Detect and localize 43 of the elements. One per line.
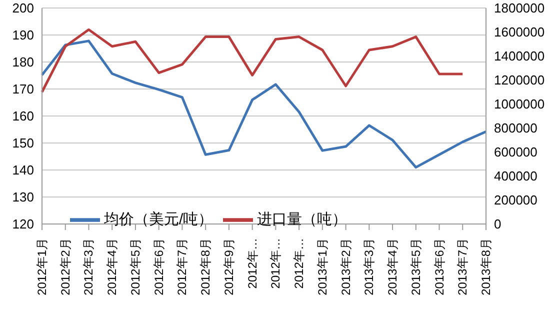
x-tick-label: 2012年3月 — [82, 238, 96, 296]
x-tick-label: 2012年2月 — [58, 238, 72, 296]
line-series — [40, 28, 464, 94]
y2-tick-label: 0 — [494, 216, 502, 232]
y-tick-label: 150 — [12, 136, 34, 151]
legend-label: 均价（美元/吨） — [104, 210, 214, 228]
x-tick-label: 2012年… — [245, 238, 260, 289]
y2-tick-label: 1800000 — [494, 0, 545, 16]
legend-label: 进口量（吨） — [257, 210, 348, 228]
x-tick-label: 2012年… — [268, 238, 283, 289]
y2-tick-label: 1600000 — [494, 24, 545, 40]
y2-tick-label: 1000000 — [494, 96, 545, 112]
x-tick-label: 2012年1月 — [35, 238, 49, 296]
x-tick-label: 2012年8月 — [198, 238, 213, 296]
x-tick-label: 2013年8月 — [479, 238, 493, 296]
y-tick-label: 200 — [12, 0, 34, 16]
y2-tick-label: 600000 — [494, 144, 538, 160]
y2-tick-label: 1400000 — [494, 48, 545, 64]
x-tick-label: 2012年… — [292, 238, 306, 289]
x-tick-label: 2013年4月 — [386, 238, 400, 296]
y-tick-label: 160 — [12, 108, 34, 124]
y-tick-label: 140 — [12, 162, 34, 178]
x-tick-label: 2013年6月 — [432, 238, 446, 296]
y2-tick-label: 400000 — [494, 168, 538, 184]
y2-tick-label: 800000 — [494, 120, 538, 136]
x-tick-label: 2012年9月 — [222, 238, 236, 296]
x-tick-label: 2013年1月 — [315, 238, 330, 296]
x-tick-label: 2012年7月 — [175, 238, 190, 296]
y-tick-label: 120 — [12, 216, 34, 232]
x-tick-label: 2012年6月 — [152, 238, 166, 296]
y2-tick-label: 1200000 — [494, 72, 545, 88]
y2-tick-label: 200000 — [494, 192, 538, 208]
x-tick-label: 2012年5月 — [128, 238, 142, 296]
x-tick-label: 2013年7月 — [456, 238, 470, 296]
y-tick-label: 180 — [12, 54, 34, 70]
x-tick-label: 2013年3月 — [362, 238, 376, 296]
line-series — [40, 40, 488, 169]
x-tick-label: 2013年5月 — [408, 238, 423, 296]
x-tick-label: 2012年4月 — [105, 238, 120, 296]
y-tick-label: 170 — [12, 82, 34, 97]
x-tick-label: 2013年2月 — [338, 238, 353, 296]
y-tick-label: 190 — [12, 28, 34, 43]
y-tick-label: 130 — [12, 190, 34, 205]
